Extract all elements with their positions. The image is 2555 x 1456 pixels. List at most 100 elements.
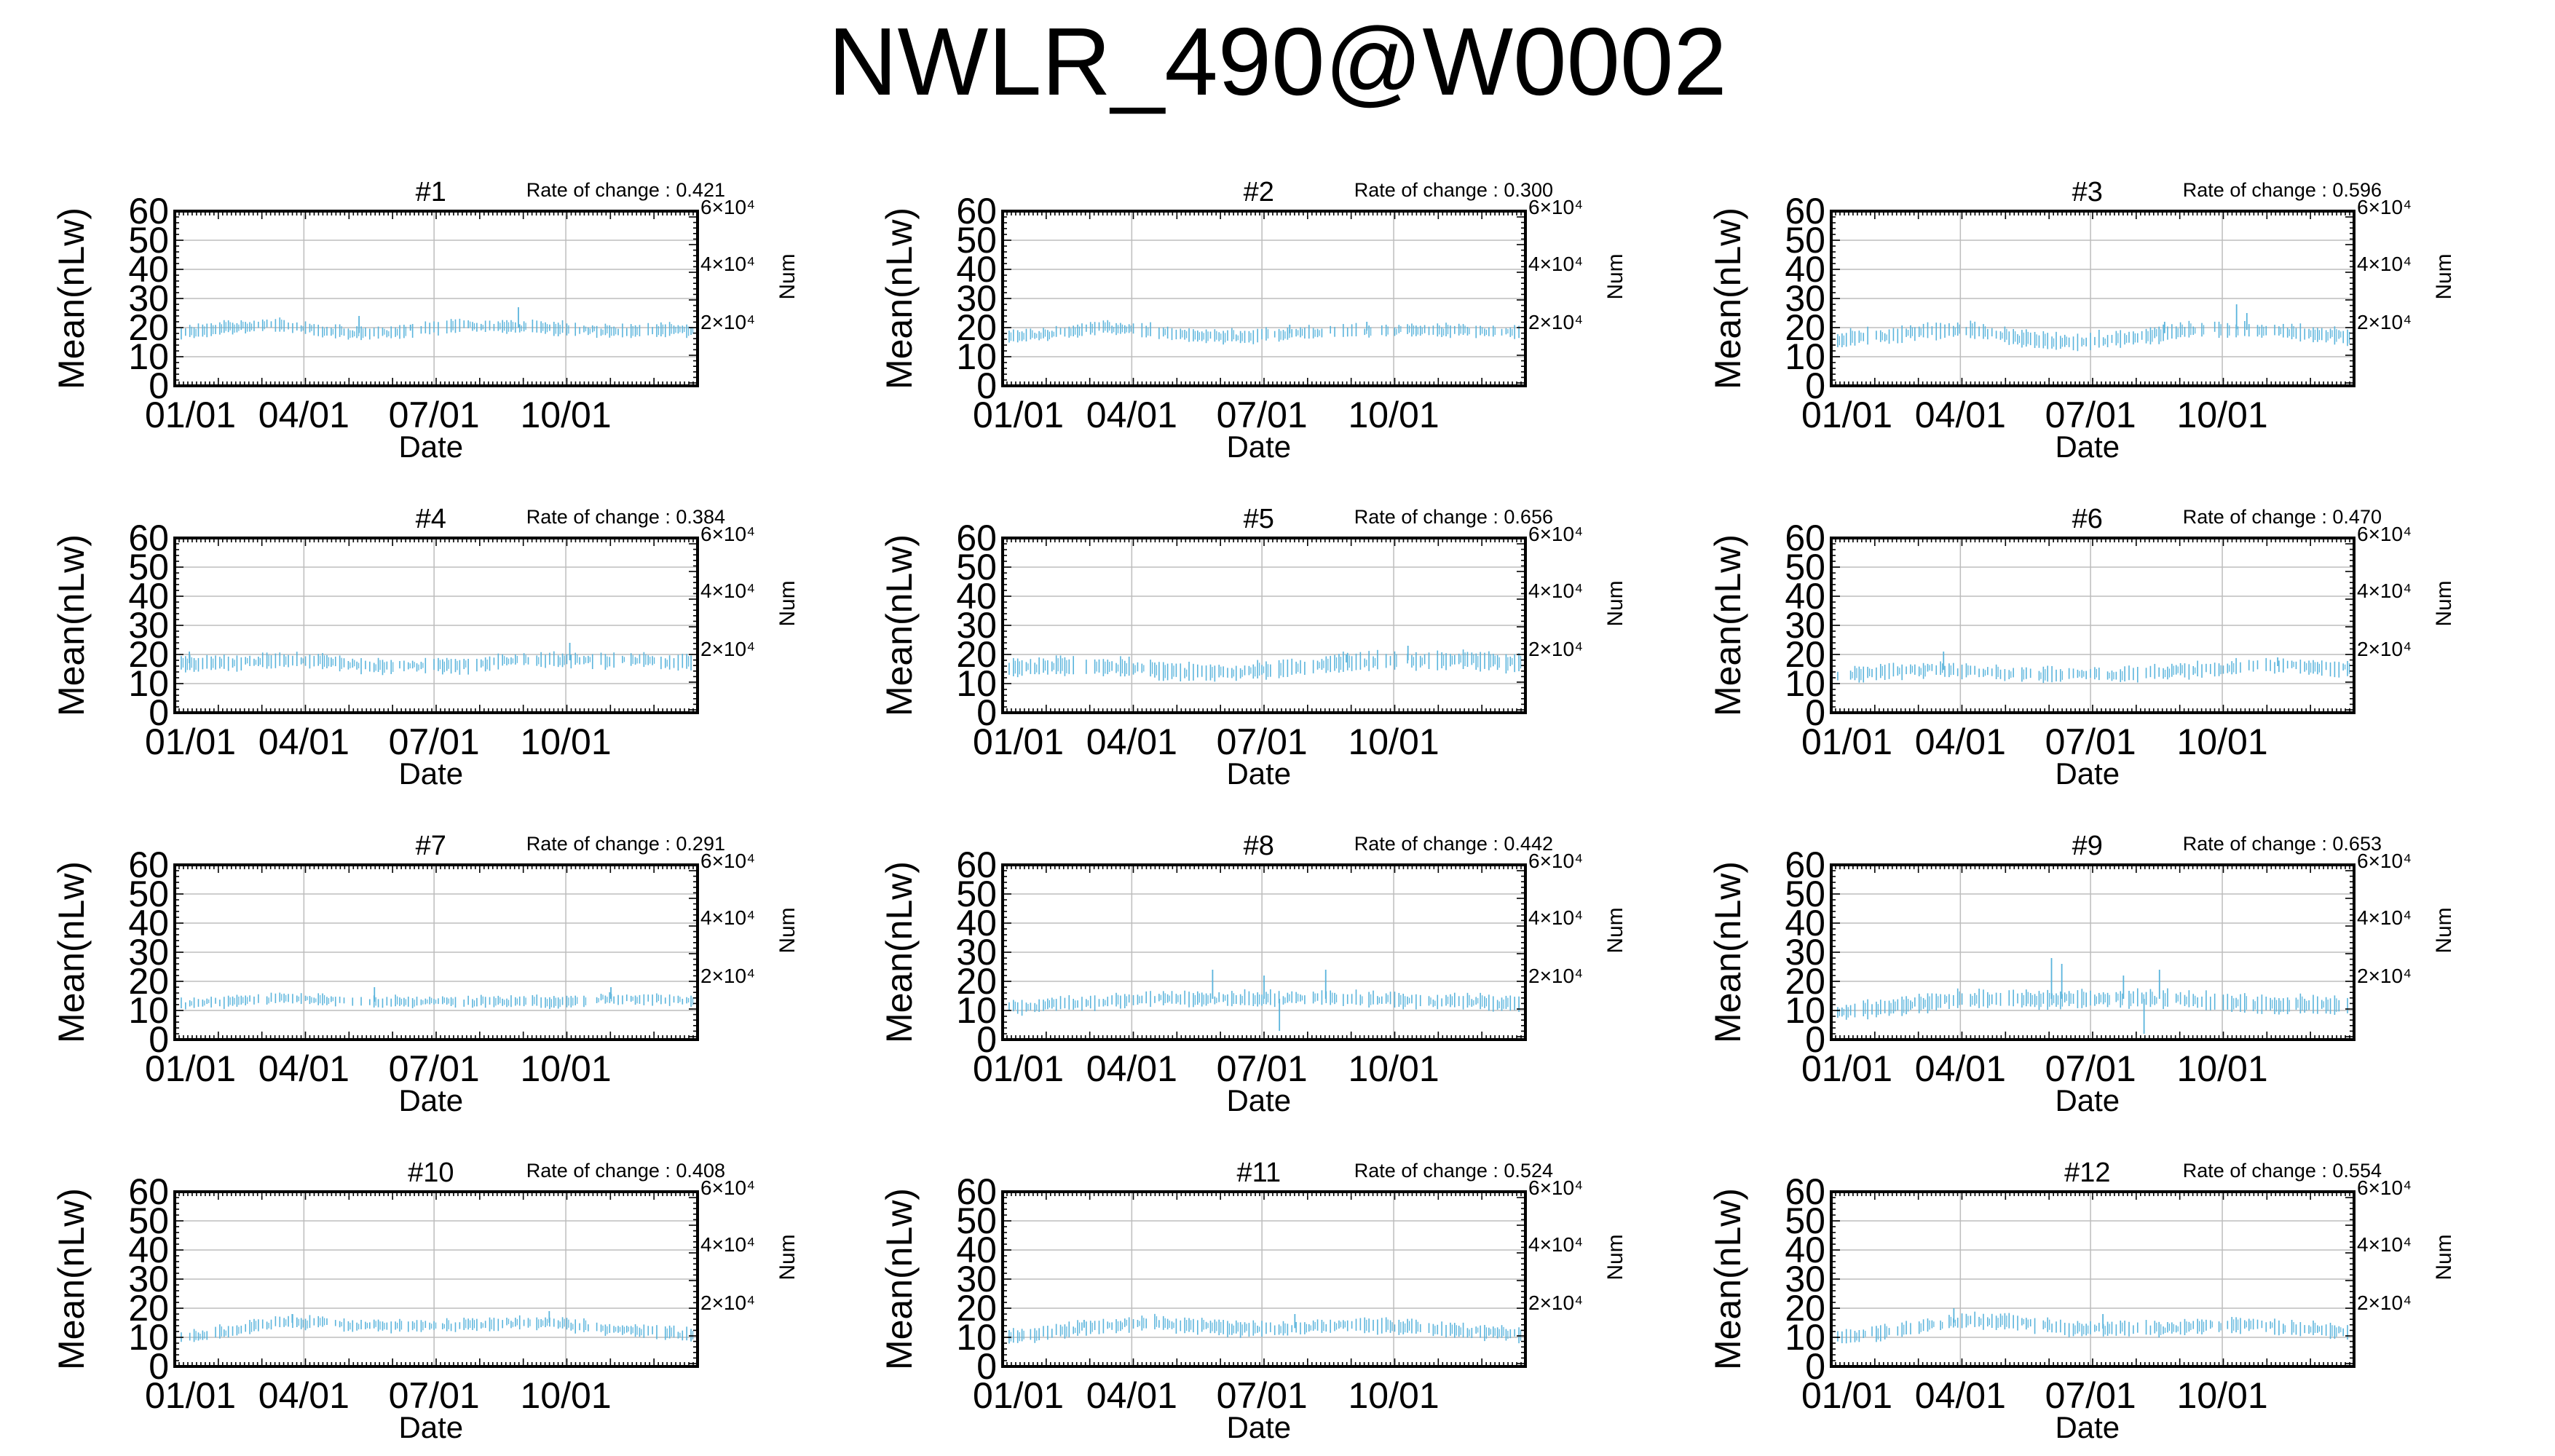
y-tick-label: 0 — [1805, 692, 1825, 733]
y2-tick-label: 6×10⁴ — [700, 196, 755, 218]
y2-axis-label: Num — [1603, 253, 1627, 299]
y-axis-label: Mean(nLw) — [1707, 534, 1748, 716]
y-tick-label: 10 — [1785, 990, 1825, 1031]
y-tick-label: 30 — [128, 1259, 169, 1299]
y2-tick-label: 4×10⁴ — [700, 579, 755, 602]
y-tick-label: 50 — [128, 547, 169, 587]
y2-tick-label: 6×10⁴ — [700, 850, 755, 872]
y-tick-label: 0 — [976, 692, 997, 733]
y-tick-label: 40 — [128, 576, 169, 617]
x-axis-label: Date — [2055, 1083, 2120, 1117]
y-tick-label: 0 — [149, 365, 169, 406]
x-axis-label: Date — [1226, 756, 1291, 791]
y-tick-label: 40 — [128, 249, 169, 290]
y-axis-label: Mean(nLw) — [1707, 207, 1748, 389]
x-axis-label: Date — [1226, 1083, 1291, 1117]
y2-tick-label: 4×10⁴ — [700, 906, 755, 929]
y2-tick-label: 2×10⁴ — [1528, 638, 1583, 660]
x-tick-label: 07/01 — [2045, 721, 2136, 762]
y2-axis-label: Num — [775, 253, 799, 299]
x-tick-label: 04/01 — [1915, 395, 2006, 435]
y2-tick-label: 4×10⁴ — [700, 1233, 755, 1256]
y-tick-label: 20 — [1785, 961, 1825, 1002]
y2-tick-label: 2×10⁴ — [700, 965, 755, 987]
y-tick-label: 30 — [128, 605, 169, 646]
y-tick-label: 20 — [128, 961, 169, 1002]
y-tick-label: 50 — [1785, 547, 1825, 587]
y-tick-label: 40 — [128, 903, 169, 943]
panel-title: #1 — [416, 177, 446, 207]
x-tick-label: 10/01 — [521, 721, 612, 762]
y-tick-label: 40 — [1785, 576, 1825, 617]
x-axis-label: Date — [398, 1083, 463, 1117]
y-tick-label: 30 — [128, 932, 169, 973]
x-tick-label: 04/01 — [1086, 721, 1177, 762]
y2-tick-label: 4×10⁴ — [1528, 579, 1583, 602]
y-axis-label: Mean(nLw) — [879, 207, 920, 389]
y-tick-label: 60 — [956, 191, 997, 232]
x-tick-label: 07/01 — [389, 1375, 480, 1416]
rate-of-change-label: Rate of change : 0.384 — [526, 506, 725, 528]
y2-axis-label: Num — [775, 1234, 799, 1280]
panel-11: #11 Rate of change : 0.5240102030405060Me… — [879, 1158, 1627, 1444]
y-tick-label: 50 — [956, 547, 997, 587]
y2-tick-label: 4×10⁴ — [2357, 253, 2412, 275]
x-tick-label: 04/01 — [258, 1048, 350, 1089]
x-tick-label: 07/01 — [2045, 1048, 2136, 1089]
x-tick-label: 01/01 — [973, 395, 1064, 435]
x-tick-label: 04/01 — [258, 395, 350, 435]
y2-tick-label: 6×10⁴ — [2357, 523, 2412, 545]
y-tick-label: 0 — [149, 1019, 169, 1060]
y-tick-label: 60 — [1785, 518, 1825, 558]
panel-title: #5 — [1244, 504, 1274, 534]
panel-title: #8 — [1244, 831, 1274, 861]
panel-title: #2 — [1244, 177, 1274, 207]
y-axis-label: Mean(nLw) — [51, 534, 92, 716]
y-tick-label: 30 — [1785, 278, 1825, 319]
y2-tick-label: 6×10⁴ — [700, 1176, 755, 1199]
y2-axis-label: Num — [2432, 253, 2456, 299]
x-tick-label: 10/01 — [521, 1048, 612, 1089]
y-tick-label: 0 — [1805, 365, 1825, 406]
x-tick-label: 10/01 — [2177, 395, 2268, 435]
y-tick-label: 40 — [956, 903, 997, 943]
x-tick-label: 07/01 — [2045, 395, 2136, 435]
y-tick-label: 20 — [128, 307, 169, 348]
x-tick-label: 01/01 — [973, 721, 1064, 762]
y2-tick-label: 4×10⁴ — [1528, 253, 1583, 275]
y-tick-label: 50 — [128, 874, 169, 914]
y2-tick-label: 6×10⁴ — [700, 523, 755, 545]
y-tick-label: 20 — [956, 961, 997, 1002]
x-tick-label: 07/01 — [389, 395, 480, 435]
y-axis-label: Mean(nLw) — [879, 861, 920, 1043]
y2-axis-label: Num — [2432, 580, 2456, 626]
x-tick-label: 04/01 — [258, 721, 350, 762]
panel-title: #3 — [2072, 177, 2103, 207]
x-tick-label: 10/01 — [2177, 1048, 2268, 1089]
panel-title: #9 — [2072, 831, 2103, 861]
x-tick-label: 01/01 — [145, 1048, 236, 1089]
y2-axis-label: Num — [2432, 907, 2456, 953]
y-tick-label: 60 — [128, 844, 169, 885]
x-tick-label: 04/01 — [258, 1375, 350, 1416]
y-tick-label: 30 — [1785, 605, 1825, 646]
x-tick-label: 01/01 — [1801, 721, 1892, 762]
x-tick-label: 07/01 — [389, 1048, 480, 1089]
y-tick-label: 60 — [956, 518, 997, 558]
y-tick-label: 50 — [956, 874, 997, 914]
x-tick-label: 04/01 — [1915, 1048, 2006, 1089]
y-tick-label: 30 — [956, 605, 997, 646]
y-tick-label: 60 — [1785, 191, 1825, 232]
y-tick-label: 10 — [956, 663, 997, 704]
y-tick-label: 10 — [128, 663, 169, 704]
y2-tick-label: 2×10⁴ — [700, 311, 755, 333]
y-tick-label: 60 — [128, 1171, 169, 1212]
y2-tick-label: 6×10⁴ — [1528, 850, 1583, 872]
x-axis-label: Date — [398, 430, 463, 464]
y-tick-label: 10 — [956, 990, 997, 1031]
panel-title: #10 — [408, 1158, 454, 1188]
